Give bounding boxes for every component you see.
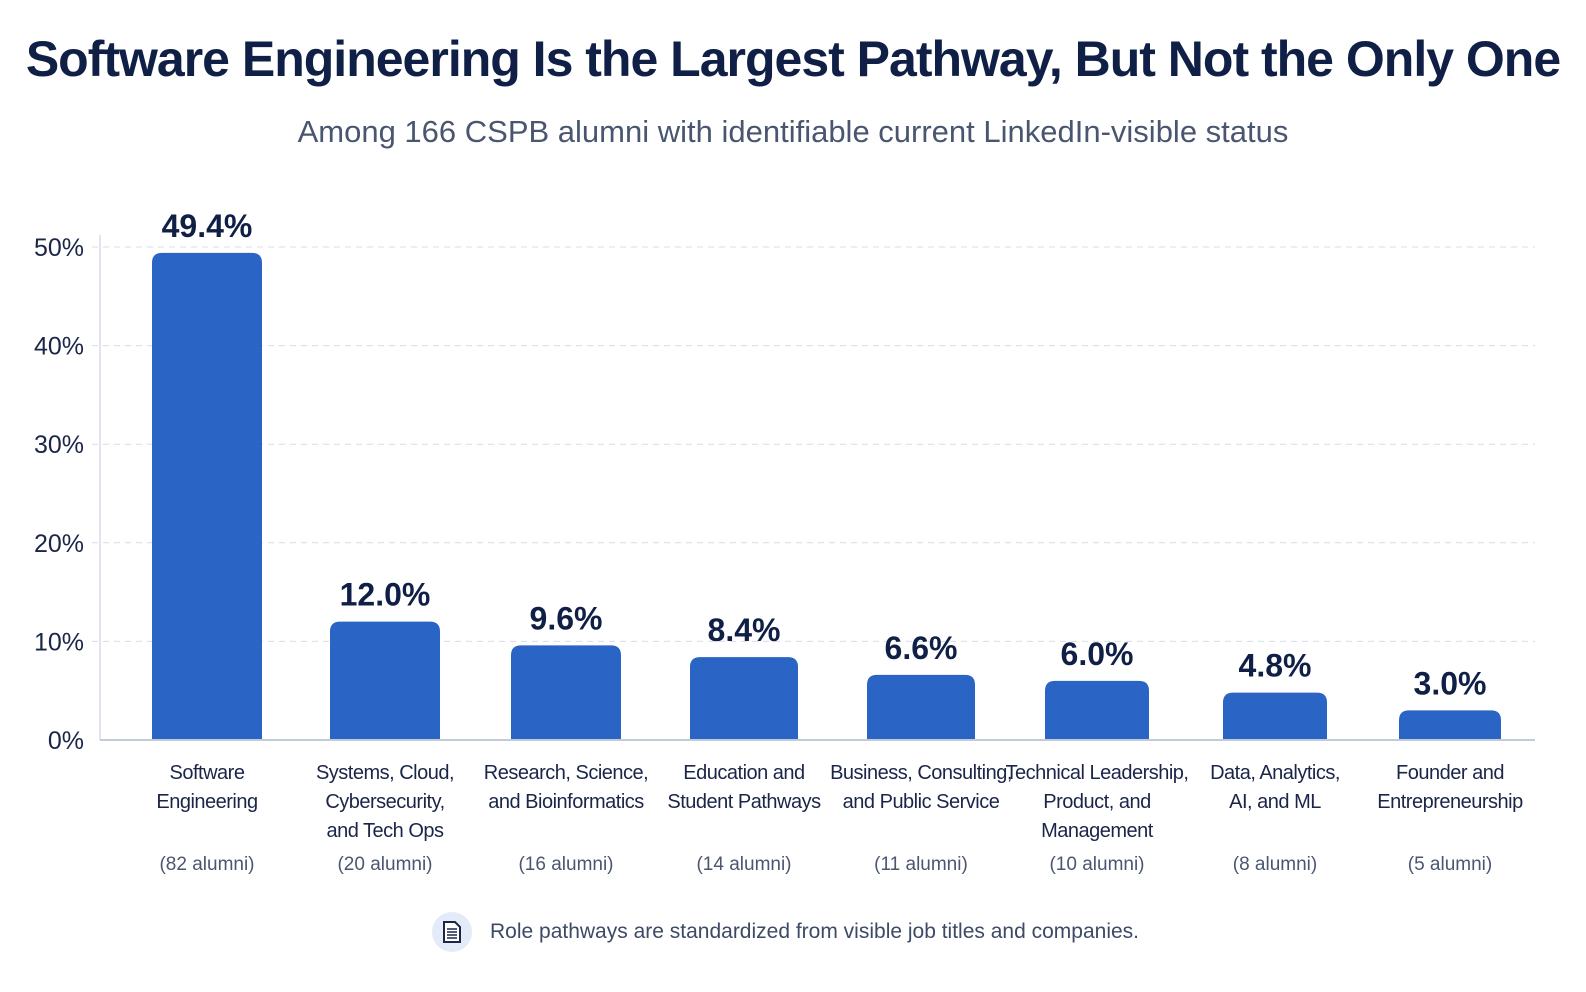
bar <box>1045 680 1149 740</box>
alumni-count-label: (14 alumni) <box>696 854 791 875</box>
x-tick-label: and Bioinformatics <box>488 791 644 813</box>
data-label: 6.0% <box>1061 636 1134 672</box>
y-tick-label: 10% <box>34 628 84 656</box>
bar <box>690 657 798 740</box>
x-tick-label: Software <box>170 762 245 784</box>
x-tick-label: Product, and <box>1043 791 1150 813</box>
x-tick-label: Business, Consulting, <box>830 762 1012 784</box>
bar <box>1223 692 1327 740</box>
chart-subtitle: Among 166 CSPB alumni with identifiable … <box>297 114 1289 149</box>
bar <box>152 252 262 740</box>
bar <box>867 674 975 740</box>
x-tick-label: and Tech Ops <box>326 820 444 842</box>
data-label: 4.8% <box>1239 648 1312 684</box>
data-label: 12.0% <box>340 577 431 613</box>
data-label: 9.6% <box>530 600 603 636</box>
data-label: 6.6% <box>885 630 958 666</box>
x-tick-label: Systems, Cloud, <box>316 762 454 784</box>
document-icon <box>432 912 472 952</box>
footnote-text: Role pathways are standardized from visi… <box>490 920 1140 943</box>
alumni-count-label: (5 alumni) <box>1408 854 1492 875</box>
alumni-count-label: (16 alumni) <box>518 854 613 875</box>
data-label: 3.0% <box>1414 665 1487 701</box>
alumni-count-label: (82 alumni) <box>159 854 254 875</box>
y-tick-label: 20% <box>34 530 84 558</box>
bar-chart: 0% 10% 20% 30% 40% 50% 49.4% Software Engineerin… <box>34 208 1535 875</box>
x-tick-label: Management <box>1041 820 1154 842</box>
x-tick-label: and Public Service <box>843 791 1000 813</box>
alumni-count-label: (20 alumni) <box>337 854 432 875</box>
alumni-count-label: (8 alumni) <box>1233 854 1317 875</box>
alumni-count-label: (10 alumni) <box>1049 854 1144 875</box>
x-tick-label: Technical Leadership, <box>1006 762 1189 784</box>
x-tick-label: Engineering <box>156 791 257 813</box>
x-tick-label: Founder and <box>1396 762 1504 784</box>
y-tick-label: 0% <box>48 727 84 755</box>
bar <box>330 621 440 740</box>
x-tick-label: AI, and ML <box>1229 791 1321 813</box>
x-tick-label: Student Pathways <box>667 791 821 813</box>
footnote: Role pathways are standardized from visi… <box>432 912 1139 952</box>
bar <box>511 645 621 740</box>
y-tick-label: 30% <box>34 431 84 459</box>
data-label: 49.4% <box>162 208 253 244</box>
x-tick-label: Entrepreneurship <box>1377 791 1523 813</box>
x-tick-label: Education and <box>683 762 804 784</box>
y-tick-label: 50% <box>34 234 84 262</box>
data-label: 8.4% <box>708 612 781 648</box>
y-tick-label: 40% <box>34 333 84 361</box>
x-tick-label: Cybersecurity, <box>325 791 444 813</box>
bar <box>1399 710 1501 740</box>
x-tick-label: Data, Analytics, <box>1210 762 1340 784</box>
alumni-count-label: (11 alumni) <box>874 854 968 875</box>
x-tick-label: Research, Science, <box>484 762 648 784</box>
chart-title: Software Engineering Is the Largest Path… <box>25 31 1561 87</box>
